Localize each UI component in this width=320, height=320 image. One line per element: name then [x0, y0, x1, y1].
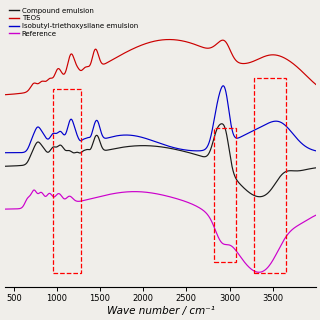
- Bar: [52, 89, 81, 273]
- Bar: [214, 128, 236, 262]
- X-axis label: Wave number / cm⁻¹: Wave number / cm⁻¹: [107, 306, 214, 316]
- Bar: [254, 78, 286, 273]
- Legend: Compound emulsion, TEOS, Isobutyl-triethoxysilane emulsion, Reference: Compound emulsion, TEOS, Isobutyl-trieth…: [9, 8, 138, 37]
